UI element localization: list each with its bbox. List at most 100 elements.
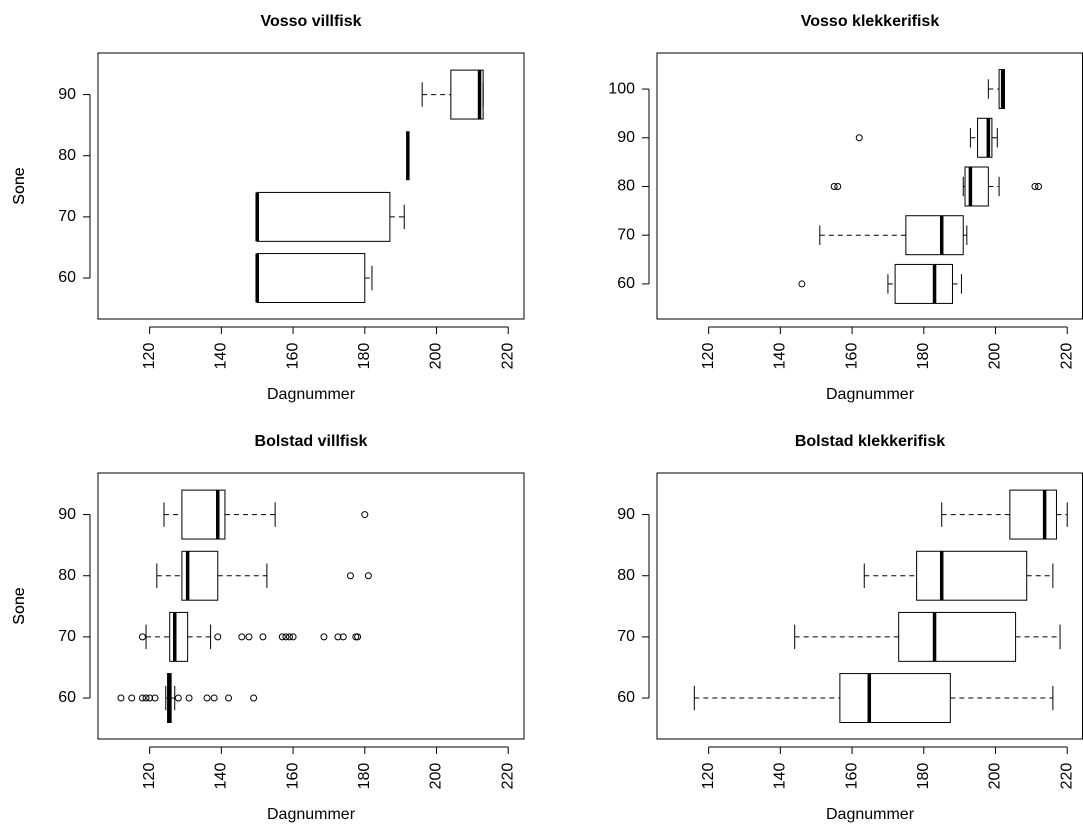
chart-title: Bolstad klekkerifisk xyxy=(795,433,945,450)
y-tick-label: 60 xyxy=(58,689,76,706)
outlier xyxy=(364,572,372,580)
outlier xyxy=(285,633,293,641)
outlier xyxy=(214,633,222,641)
box xyxy=(256,191,391,242)
outlier xyxy=(855,134,863,142)
x-tick-label: 140 xyxy=(213,343,230,370)
box xyxy=(450,69,484,120)
x-tick-label: 200 xyxy=(987,343,1004,370)
x-tick-label: 200 xyxy=(428,343,445,370)
box xyxy=(916,550,1028,601)
y-tick-label: 80 xyxy=(617,567,635,584)
x-axis-label: Dagnummer xyxy=(267,386,356,403)
y-tick-label: 90 xyxy=(617,506,635,523)
outlier xyxy=(128,694,136,702)
outlier xyxy=(203,694,211,702)
x-axis-label: Dagnummer xyxy=(267,806,356,823)
x-tick-label: 200 xyxy=(987,763,1004,790)
outlier xyxy=(210,694,218,702)
y-tick-label: 70 xyxy=(617,226,635,243)
outlier xyxy=(138,633,146,641)
y-axis-label: Sone xyxy=(11,167,28,204)
outlier xyxy=(354,633,362,641)
box xyxy=(894,263,953,304)
outlier xyxy=(185,694,193,702)
x-tick-label: 220 xyxy=(1058,343,1075,370)
x-tick-label: 120 xyxy=(141,343,158,370)
outlier xyxy=(146,694,154,702)
outlier xyxy=(259,633,267,641)
y-tick-label: 80 xyxy=(58,567,76,584)
outlier xyxy=(1035,182,1043,190)
box xyxy=(1009,489,1057,540)
y-axis-label: Sone xyxy=(11,587,28,624)
x-tick-label: 140 xyxy=(213,763,230,790)
outlier xyxy=(117,694,125,702)
outlier xyxy=(138,694,146,702)
outlier xyxy=(289,633,297,641)
plot-frame xyxy=(97,472,525,740)
plot-frame xyxy=(656,52,1083,320)
outlier xyxy=(834,182,842,190)
box xyxy=(181,550,219,601)
x-tick-label: 180 xyxy=(356,343,373,370)
x-tick-label: 120 xyxy=(141,763,158,790)
outlier xyxy=(250,694,258,702)
y-tick-label: 80 xyxy=(58,147,76,164)
outlier xyxy=(1031,182,1039,190)
outlier xyxy=(320,633,328,641)
outlier xyxy=(339,633,347,641)
x-tick-label: 180 xyxy=(356,763,373,790)
y-tick-label: 90 xyxy=(58,86,76,103)
x-tick-label: 160 xyxy=(284,763,301,790)
x-tick-label: 140 xyxy=(772,763,789,790)
x-tick-label: 160 xyxy=(843,763,860,790)
y-tick-label: 90 xyxy=(58,506,76,523)
x-tick-label: 180 xyxy=(915,763,932,790)
outlier xyxy=(174,694,182,702)
y-tick-label: 70 xyxy=(617,628,635,645)
outlier xyxy=(346,572,354,580)
outlier xyxy=(142,694,150,702)
outlier xyxy=(278,633,286,641)
y-tick-label: 100 xyxy=(608,80,635,97)
y-axis-label: Sone xyxy=(11,587,28,624)
x-tick-label: 160 xyxy=(843,343,860,370)
y-tick-label: 60 xyxy=(617,275,635,292)
chart-title: Vosso klekkerifisk xyxy=(801,13,940,30)
y-axis-label: Sone xyxy=(11,167,28,204)
box xyxy=(905,215,964,256)
y-tick-label: 70 xyxy=(58,628,76,645)
x-tick-label: 120 xyxy=(700,343,717,370)
x-tick-label: 180 xyxy=(915,343,932,370)
box xyxy=(977,117,993,158)
x-axis-label: Dagnummer xyxy=(826,806,915,823)
outlier xyxy=(361,511,369,519)
y-tick-label: 90 xyxy=(617,129,635,146)
box xyxy=(256,253,366,303)
outlier xyxy=(830,182,838,190)
outlier xyxy=(238,633,246,641)
outlier xyxy=(225,694,233,702)
x-axis-label: Dagnummer xyxy=(826,386,915,403)
y-tick-label: 60 xyxy=(58,269,76,286)
outlier xyxy=(151,694,159,702)
x-tick-label: 200 xyxy=(428,763,445,790)
chart-title: Bolstad villfisk xyxy=(255,433,368,450)
x-tick-label: 120 xyxy=(700,763,717,790)
x-tick-label: 220 xyxy=(499,763,516,790)
chart-title: Vosso villfisk xyxy=(260,13,361,30)
y-tick-label: 70 xyxy=(58,208,76,225)
x-tick-label: 220 xyxy=(499,343,516,370)
plot-frame xyxy=(97,52,525,320)
outlier xyxy=(334,633,342,641)
y-tick-label: 80 xyxy=(617,178,635,195)
box xyxy=(169,611,189,662)
y-tick-label: 60 xyxy=(617,689,635,706)
outlier xyxy=(798,280,806,288)
x-tick-label: 140 xyxy=(772,343,789,370)
box xyxy=(898,611,1017,662)
box xyxy=(964,166,989,207)
x-tick-label: 220 xyxy=(1058,763,1075,790)
